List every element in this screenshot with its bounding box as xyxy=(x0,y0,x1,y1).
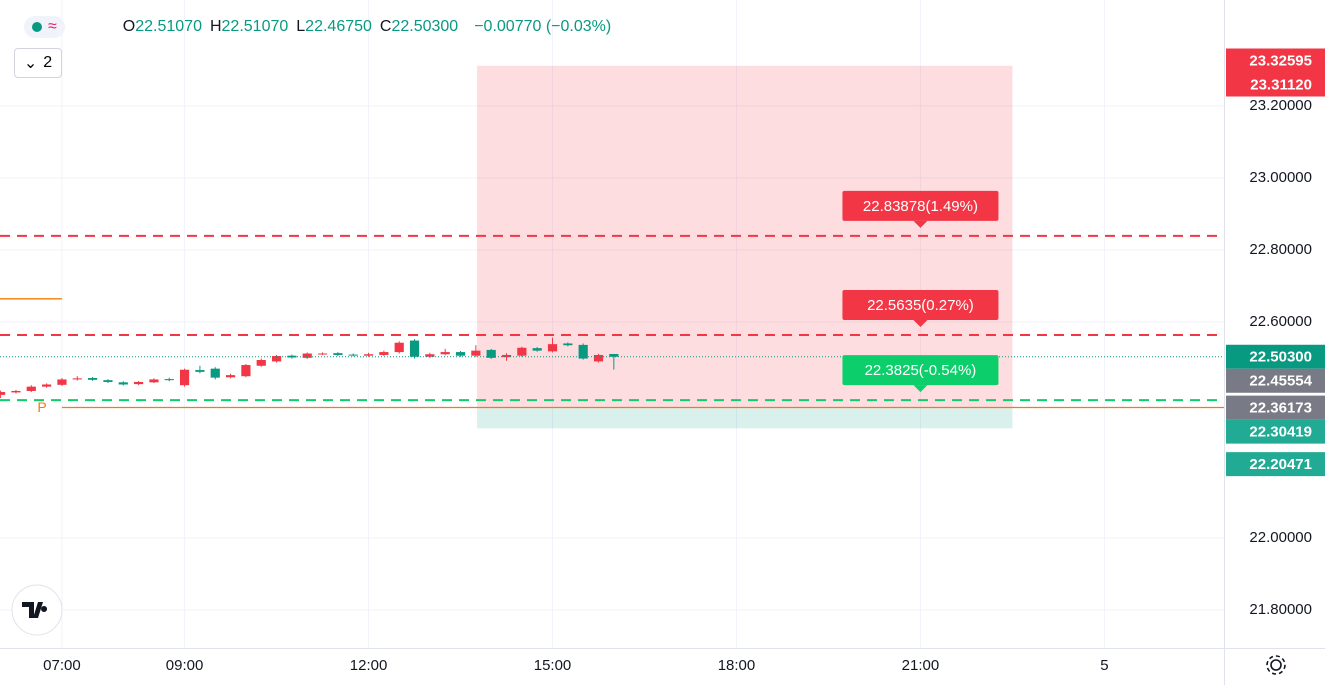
profit-zone xyxy=(477,407,1013,429)
candle-body xyxy=(593,354,604,362)
x-tick-label: 18:00 xyxy=(718,657,756,674)
y-tick-label: 22.00000 xyxy=(1249,529,1312,546)
candle-body xyxy=(87,378,98,380)
ohlc-values: O22.51070 H22.51070 L22.46750 C22.50300 xyxy=(123,18,466,36)
level-label: 22.5635(0.27%) xyxy=(867,297,974,314)
candle-body xyxy=(363,354,374,356)
x-tick-label: 21:00 xyxy=(902,657,940,674)
candle-body xyxy=(532,348,542,351)
candle-body xyxy=(379,352,389,355)
settings-icon[interactable] xyxy=(1266,655,1286,675)
candle-body xyxy=(609,353,619,357)
price-badge-label: 22.50300 xyxy=(1249,349,1312,366)
indicators-toggle[interactable]: ⌄ 2 xyxy=(14,48,62,78)
price-badge-label: 22.45554 xyxy=(1249,373,1312,390)
candle-body xyxy=(195,370,205,372)
candle-body xyxy=(547,344,558,352)
price-badge-label: 22.30419 xyxy=(1249,424,1312,441)
candle-body xyxy=(225,375,236,378)
y-tick-label: 23.00000 xyxy=(1249,169,1312,186)
candle-body xyxy=(72,378,82,380)
price-badge xyxy=(1226,344,1325,369)
x-tick-label: 5 xyxy=(1100,657,1108,674)
level-label-pointer xyxy=(913,385,928,393)
level-label-pointer xyxy=(913,220,928,228)
y-tick-label: 23.20000 xyxy=(1249,97,1312,114)
ohlc-label: H xyxy=(209,18,222,35)
ohlc-label: C xyxy=(379,18,392,35)
candle-body xyxy=(501,354,512,358)
candle-body xyxy=(118,382,128,385)
candle-body xyxy=(471,350,481,356)
candle-body xyxy=(149,379,159,383)
candle-body xyxy=(409,340,420,357)
candle-body xyxy=(578,344,588,359)
y-tick-label: 22.80000 xyxy=(1249,241,1312,258)
candle-body xyxy=(440,352,450,355)
candle-body xyxy=(394,342,404,353)
price-badge xyxy=(1226,395,1325,420)
candle-body xyxy=(103,380,113,382)
candle-body xyxy=(348,354,358,356)
candle-body xyxy=(0,392,6,395)
candle-body xyxy=(179,369,190,386)
candle-body xyxy=(271,356,282,362)
candle-body xyxy=(256,360,266,366)
y-tick-label: 22.60000 xyxy=(1249,313,1312,330)
candle-body xyxy=(42,384,52,387)
legend-header: ≈ O22.51070 H22.51070 L22.46750 C22.50300 −… xyxy=(24,16,619,38)
symbol-status: ≈ xyxy=(24,16,65,38)
x-tick-label: 15:00 xyxy=(534,657,572,674)
indicator-count: 2 xyxy=(43,54,53,71)
x-tick-label: 07:00 xyxy=(43,657,81,674)
level-label-box xyxy=(842,190,999,221)
price-badge-label: 23.32595 xyxy=(1249,52,1312,69)
change: −0.00770 (−0.03%) xyxy=(474,18,612,35)
candle-body xyxy=(26,386,36,391)
candle-body xyxy=(241,365,251,377)
candle-body xyxy=(486,349,496,358)
ohlc-value: 22.51070 xyxy=(221,18,289,35)
candle-body xyxy=(302,353,312,358)
tv-logo xyxy=(11,584,63,636)
level-label-pointer xyxy=(913,319,928,327)
candle-body xyxy=(517,347,527,356)
price-badge xyxy=(1226,452,1325,477)
price-badge-label: 22.20471 xyxy=(1249,456,1312,473)
level-label-box xyxy=(842,355,999,386)
y-tick-label: 21.80000 xyxy=(1249,601,1312,618)
x-tick-label: 12:00 xyxy=(350,657,388,674)
ohlc-label: L xyxy=(296,18,306,35)
candle-body xyxy=(11,390,21,393)
candle-body xyxy=(317,353,328,355)
price-badge-label: 23.31120 xyxy=(1250,76,1312,93)
price-badge xyxy=(1226,48,1325,73)
price-badge xyxy=(1226,419,1325,444)
price-badge xyxy=(1226,72,1325,97)
ohlc-label: O xyxy=(122,18,136,35)
price-badge xyxy=(1226,368,1325,393)
level-label-box xyxy=(842,289,999,320)
x-tick-label: 09:00 xyxy=(166,657,204,674)
candle-body xyxy=(57,379,67,385)
ohlc-value: 22.51070 xyxy=(135,18,202,35)
ohlc-value: 22.50300 xyxy=(391,18,459,35)
level-label: 22.3825(-0.54%) xyxy=(865,362,977,379)
level-label: 22.83878(1.49%) xyxy=(863,198,978,215)
price-badge-label: 22.36173 xyxy=(1249,400,1312,417)
candle-body xyxy=(133,381,144,385)
candle-body xyxy=(455,352,466,356)
candle-body xyxy=(164,379,174,381)
ohlc-value: 22.46750 xyxy=(305,18,372,35)
candle-body xyxy=(210,368,220,378)
candle-body xyxy=(563,343,573,346)
pivot-label: P xyxy=(37,399,46,415)
candle-body xyxy=(425,354,435,357)
candle-body xyxy=(333,353,343,355)
